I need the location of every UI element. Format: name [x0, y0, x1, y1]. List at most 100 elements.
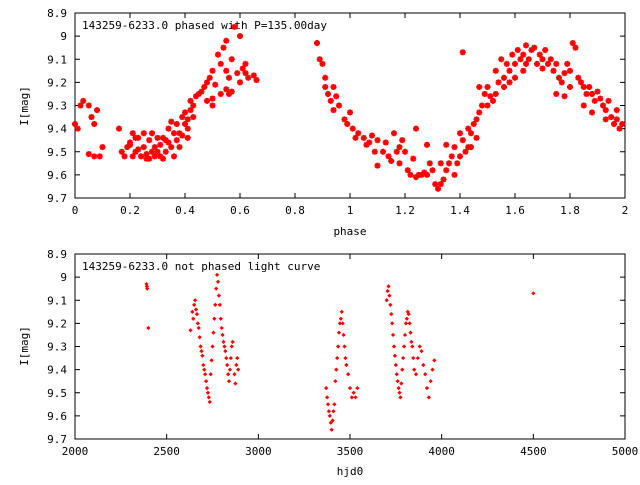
data-point: [353, 395, 358, 400]
data-point: [426, 160, 433, 167]
data-point: [340, 321, 345, 326]
data-point: [355, 130, 362, 137]
data-point: [149, 130, 155, 137]
data-point: [525, 56, 532, 63]
data-point: [512, 74, 518, 81]
data-point: [531, 44, 538, 51]
data-point: [118, 148, 125, 155]
data-point: [222, 344, 227, 349]
data-point: [421, 362, 426, 368]
data-point: [411, 355, 416, 361]
data-point: [179, 132, 186, 139]
phased-x-axis-label: phase: [333, 225, 366, 238]
x-tick-label: 4000: [428, 445, 455, 458]
data-point: [327, 97, 334, 104]
y-tick-label: 9.7: [47, 192, 67, 205]
data-point: [146, 325, 151, 331]
data-point: [190, 102, 197, 109]
data-point: [165, 125, 172, 132]
data-point: [187, 107, 194, 114]
x-tick-label: 0: [72, 204, 79, 217]
data-point: [223, 67, 230, 74]
y-tick-label: 9.3: [47, 341, 67, 354]
data-point: [230, 339, 235, 344]
data-point: [184, 125, 191, 132]
data-point: [553, 60, 560, 67]
data-point: [520, 51, 527, 58]
data-point: [608, 114, 615, 121]
data-point: [223, 349, 228, 354]
data-point: [96, 153, 103, 160]
data-point: [331, 409, 336, 414]
data-point: [325, 90, 331, 97]
data-point: [542, 47, 549, 53]
y-tick-label: 9: [60, 271, 67, 284]
data-point: [334, 367, 339, 372]
data-point: [205, 390, 211, 395]
y-tick-label: 9.1: [47, 53, 67, 66]
data-point: [407, 171, 414, 178]
data-point: [417, 344, 422, 349]
data-point: [237, 79, 243, 86]
data-point: [242, 70, 249, 77]
data-point: [591, 97, 598, 104]
data-point: [412, 367, 417, 372]
data-point: [589, 109, 595, 116]
data-point: [514, 47, 521, 53]
data-point: [473, 116, 480, 123]
data-point: [561, 93, 568, 100]
data-point: [91, 153, 98, 160]
data-point: [404, 167, 411, 174]
data-point: [341, 332, 346, 338]
x-tick-label: 1.8: [560, 204, 580, 217]
data-point: [129, 153, 136, 160]
data-point: [314, 40, 320, 47]
data-point: [322, 74, 329, 81]
data-point: [228, 88, 235, 95]
x-tick-label: 0.2: [120, 204, 140, 217]
data-point: [523, 42, 529, 49]
data-point: [224, 355, 229, 361]
data-point: [580, 84, 587, 90]
data-point: [234, 70, 241, 77]
y-tick-label: 9.4: [47, 364, 67, 377]
data-point: [154, 134, 161, 141]
x-tick-label: 3500: [337, 445, 364, 458]
data-point: [443, 167, 450, 174]
data-point: [495, 79, 502, 86]
data-point: [473, 134, 480, 141]
data-point: [561, 70, 568, 77]
data-point: [192, 302, 197, 307]
data-point: [168, 144, 175, 151]
data-point: [191, 316, 196, 321]
phased-data-points: [72, 23, 626, 192]
data-point: [326, 409, 332, 414]
data-point: [351, 390, 356, 395]
data-point: [424, 141, 430, 148]
data-point: [558, 79, 565, 86]
data-point: [523, 60, 529, 67]
data-point: [484, 102, 491, 109]
data-point: [330, 418, 335, 423]
data-point: [347, 386, 353, 391]
data-point: [217, 60, 224, 67]
data-point: [195, 321, 200, 326]
data-point: [389, 312, 394, 317]
y-tick-label: 9.7: [47, 433, 67, 446]
data-point: [187, 97, 194, 104]
unphased-axis-ticks: 2000 2500 3000 3500 4000 4500 5000 8.9 9 9.1 9.2 9.…: [47, 248, 638, 458]
data-point: [154, 148, 161, 155]
data-point: [223, 37, 230, 44]
data-point: [182, 109, 188, 116]
x-tick-label: 1: [347, 204, 354, 217]
data-point: [200, 353, 205, 358]
data-point: [451, 144, 458, 151]
data-point: [344, 362, 349, 368]
data-point: [179, 114, 186, 121]
data-point: [143, 151, 150, 158]
data-point: [396, 160, 403, 167]
data-point: [173, 121, 180, 127]
data-point: [503, 60, 510, 67]
data-point: [190, 309, 195, 314]
